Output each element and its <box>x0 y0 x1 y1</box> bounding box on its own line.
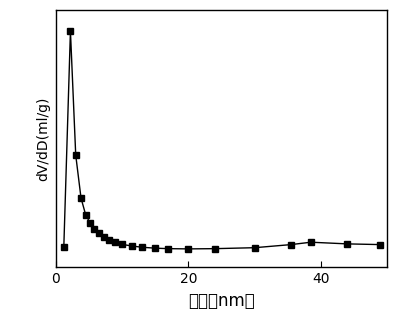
X-axis label: 孔径（nm）: 孔径（nm） <box>188 292 255 310</box>
Y-axis label: dV/dD(ml/g): dV/dD(ml/g) <box>36 96 50 181</box>
